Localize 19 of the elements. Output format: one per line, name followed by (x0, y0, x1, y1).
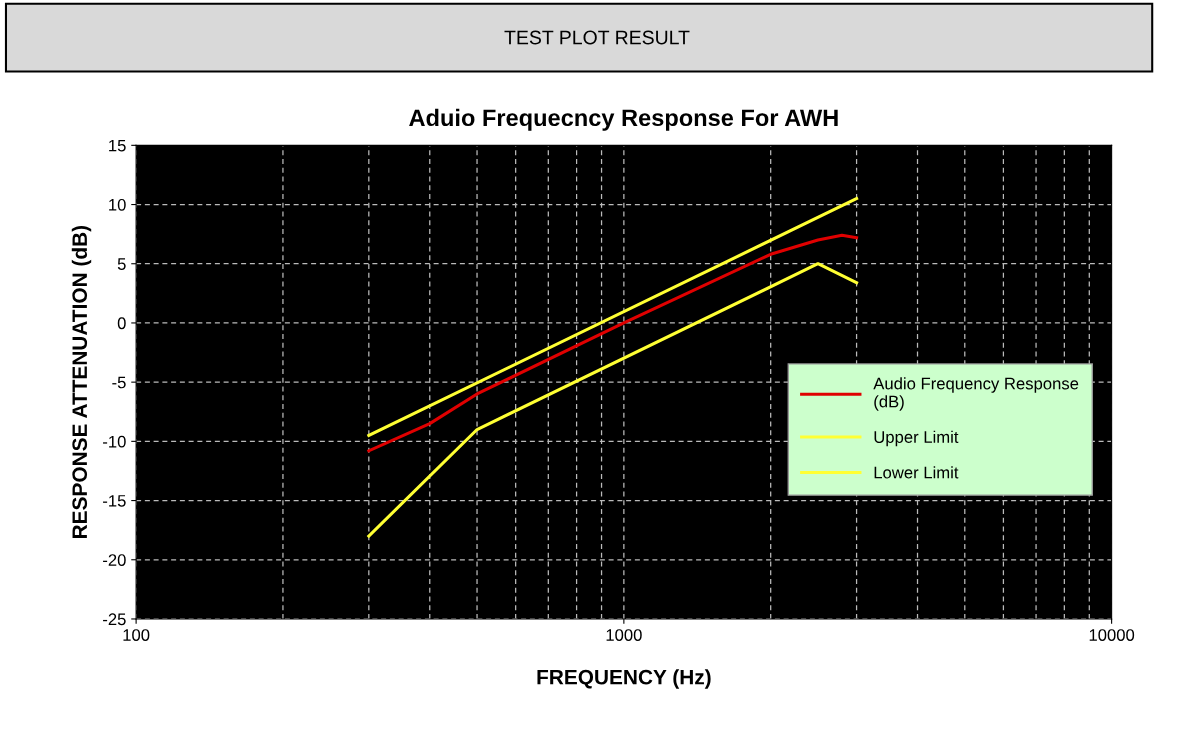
legend-label: Upper Limit (874, 430, 959, 447)
chart-title: Aduio Frequecncy Response For AWH (409, 108, 838, 131)
legend-label: Lower Limit (874, 466, 959, 479)
text: TEST PLOT RESULT (504, 30, 690, 45)
x-axis-title: FREQUENCY (Hz) (537, 669, 711, 689)
y-tick-label: 10 (109, 198, 126, 211)
y-axis-title: RESPONSE ATTENUATION (dB) (71, 225, 92, 538)
x-tick-label: 1000 (606, 629, 642, 641)
x-tick-label: 100 (123, 629, 150, 641)
y-tick-label: -15 (103, 495, 126, 507)
legend-label: Audio Frequency Response (dB) (873, 377, 1079, 411)
y-tick-label: 0 (117, 317, 126, 330)
y-tick-label: -25 (103, 613, 126, 626)
y-tick-label: -5 (112, 376, 126, 389)
y-tick-label: -10 (103, 435, 126, 448)
y-tick-label: 15 (109, 139, 126, 152)
y-tick-label: -20 (103, 554, 126, 566)
y-tick-label: 5 (117, 258, 126, 270)
x-tick-label: 10000 (1089, 629, 1135, 641)
